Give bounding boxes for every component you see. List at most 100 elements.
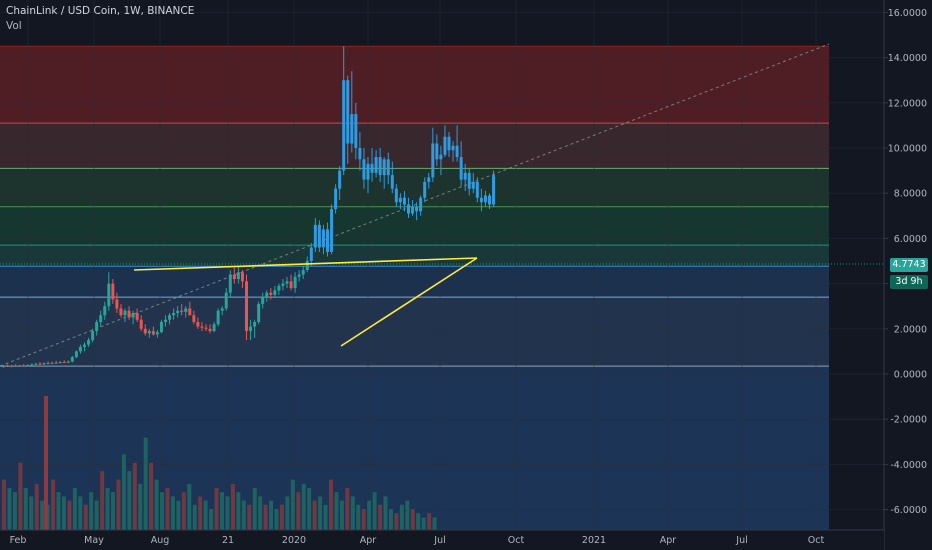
price-tick-label: 0.0000 bbox=[894, 370, 927, 381]
candle-body bbox=[431, 143, 435, 178]
candle-body bbox=[249, 326, 253, 332]
candle-body bbox=[236, 272, 240, 280]
fib-band bbox=[0, 46, 829, 124]
volume-bar bbox=[323, 504, 328, 530]
candle-body bbox=[370, 163, 374, 173]
volume-bar bbox=[111, 492, 115, 530]
candle-body bbox=[188, 308, 192, 316]
symbol-title[interactable]: ChainLink / USD Coin, 1W, BINANCE bbox=[6, 5, 195, 17]
volume-bar bbox=[170, 496, 175, 530]
candle-body bbox=[321, 229, 325, 248]
volume-bar bbox=[181, 492, 186, 530]
candle-body bbox=[447, 136, 451, 151]
candle-body bbox=[18, 365, 22, 367]
candle-body bbox=[245, 281, 248, 332]
candle-body bbox=[398, 197, 402, 203]
time-tick-label: Jul bbox=[735, 535, 747, 546]
candle-body bbox=[216, 310, 220, 325]
candle-body bbox=[483, 195, 487, 203]
time-tick-label: Oct bbox=[508, 535, 525, 546]
candle-body bbox=[46, 363, 50, 365]
volume-bar bbox=[312, 500, 317, 530]
candle-body bbox=[317, 224, 321, 248]
last-price-label: 4.7743 bbox=[890, 258, 928, 272]
triangle-trendlines[interactable] bbox=[133, 257, 478, 347]
candle-body bbox=[131, 312, 135, 318]
candle-body bbox=[208, 328, 212, 332]
volume-bar bbox=[187, 483, 192, 530]
candle-body bbox=[240, 272, 244, 282]
volume-bar bbox=[61, 496, 66, 530]
volume-bar bbox=[138, 483, 143, 530]
price-tick-label: 10.0000 bbox=[888, 144, 927, 155]
candle-body bbox=[334, 188, 338, 210]
candle-body bbox=[176, 310, 180, 313]
candle-body bbox=[471, 181, 475, 189]
volume-bar bbox=[121, 454, 126, 530]
candle-body bbox=[443, 136, 447, 155]
trend-angle-line[interactable] bbox=[0, 43, 884, 367]
candle-body bbox=[492, 175, 496, 205]
candle-body bbox=[378, 157, 382, 176]
time-axis[interactable]: Feb May Aug 21 2020 Apr Jul Oct 2021 Apr Jul Oct bbox=[0, 529, 884, 550]
volume-bars bbox=[2, 396, 437, 530]
volume-bar bbox=[176, 500, 181, 530]
volume-bar bbox=[23, 488, 28, 530]
candle-body bbox=[423, 181, 427, 198]
volume-bar bbox=[72, 488, 77, 530]
candle-body bbox=[301, 270, 305, 275]
volume-bar bbox=[56, 492, 61, 530]
time-tick-label: Apr bbox=[660, 535, 677, 546]
candle-body bbox=[204, 327, 208, 329]
candle-body bbox=[346, 80, 350, 144]
candle-body bbox=[143, 328, 147, 334]
price-tick-label: -2.0000 bbox=[890, 415, 927, 426]
volume-indicator-label[interactable]: Vol bbox=[6, 20, 22, 32]
candle-body bbox=[350, 114, 354, 144]
volume-bar bbox=[263, 504, 268, 530]
candle-body bbox=[475, 181, 479, 198]
time-tick-label: 2021 bbox=[582, 535, 606, 546]
time-tick-label: 21 bbox=[222, 535, 234, 546]
candle-body bbox=[192, 315, 196, 323]
candle-body bbox=[261, 297, 265, 304]
fib-band-bottom bbox=[0, 366, 829, 530]
candle-body bbox=[151, 331, 155, 335]
volume-bar bbox=[356, 504, 361, 530]
volume-bar bbox=[143, 437, 148, 530]
volume-bar bbox=[67, 500, 72, 530]
volume-bar bbox=[334, 492, 339, 530]
candle-body bbox=[83, 344, 86, 347]
candle-body bbox=[115, 299, 119, 309]
candle-body bbox=[66, 361, 70, 363]
time-tick-label: Aug bbox=[151, 535, 170, 546]
volume-bar bbox=[236, 492, 241, 530]
dashed-trendline bbox=[0, 43, 830, 367]
candle-body bbox=[354, 114, 358, 148]
volume-bar bbox=[274, 509, 279, 530]
volume-bar bbox=[410, 509, 415, 530]
volume-bar bbox=[383, 496, 388, 530]
candle-body bbox=[111, 283, 115, 300]
volume-bar bbox=[247, 504, 252, 530]
volume-bar bbox=[116, 479, 121, 530]
volume-bar bbox=[209, 509, 214, 530]
candle-body bbox=[313, 224, 317, 248]
candle-body bbox=[366, 163, 370, 180]
candle-body bbox=[196, 322, 200, 327]
candle-body bbox=[34, 363, 38, 365]
candle-body bbox=[155, 332, 159, 335]
volume-bar bbox=[350, 496, 355, 530]
volume-bar bbox=[127, 471, 132, 530]
candle-body bbox=[273, 290, 277, 295]
candle-body bbox=[184, 308, 188, 312]
candle-body bbox=[338, 170, 342, 189]
candle-body bbox=[14, 365, 18, 367]
price-tick-label: 16.0000 bbox=[888, 8, 927, 19]
candles[interactable] bbox=[2, 46, 496, 368]
bar-countdown-label: 3d 9h bbox=[890, 275, 928, 289]
volume-bar bbox=[279, 504, 284, 530]
candle-body bbox=[285, 281, 289, 284]
candle-body bbox=[172, 312, 176, 316]
